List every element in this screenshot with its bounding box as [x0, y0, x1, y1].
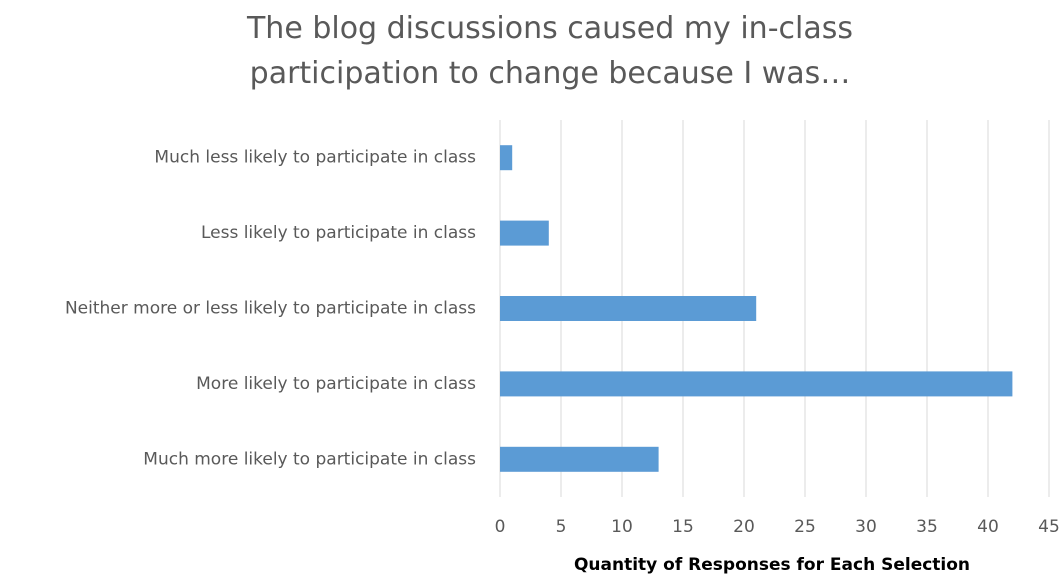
bar [500, 296, 757, 321]
y-tick-label: Much less likely to participate in class [154, 148, 476, 168]
bar [500, 371, 1013, 397]
y-tick-label: Much more likely to participate in class [143, 449, 476, 469]
x-tick-label: 0 [495, 517, 506, 537]
x-tick-label: 25 [794, 517, 816, 537]
x-tick-label: 15 [672, 517, 694, 537]
y-tick-label: Less likely to participate in class [201, 223, 476, 243]
y-tick-label: More likely to participate in class [196, 374, 476, 394]
x-tick-label: 20 [733, 517, 755, 537]
x-tick-label: 40 [977, 517, 999, 537]
x-axis-title: Quantity of Responses for Each Selection [574, 555, 970, 575]
x-tick-label: 10 [611, 517, 633, 537]
x-tick-label: 45 [1038, 517, 1060, 537]
bar [500, 446, 659, 472]
x-tick-label: 35 [916, 517, 938, 537]
bar [500, 220, 549, 246]
y-tick-label: Neither more or less likely to participa… [65, 299, 476, 319]
x-tick-label: 5 [556, 517, 567, 537]
x-tick-label: 30 [855, 517, 877, 537]
bar [500, 145, 513, 171]
chart-title: The blog discussions caused my in-class … [246, 11, 853, 91]
